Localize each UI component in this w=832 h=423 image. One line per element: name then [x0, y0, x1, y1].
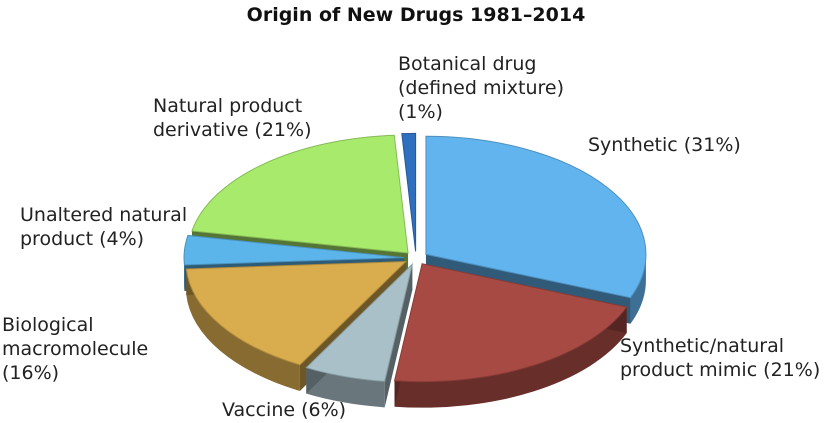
- slice-face-2-0: [384, 264, 413, 408]
- slice-2: [305, 262, 414, 382]
- slice-side-1: [394, 307, 627, 408]
- label-synthetic: Synthetic (31%): [588, 134, 741, 156]
- slice-side-3: [186, 268, 300, 391]
- label-vaccine: Vaccine (6%): [222, 399, 347, 421]
- label-botanical-drug: Botanical drug (defined mixture) (1%): [398, 53, 564, 123]
- chart-title: Origin of New Drugs 1981–2014: [246, 4, 586, 26]
- slice-side-0: [630, 254, 646, 324]
- slice-0: [425, 135, 647, 299]
- label-natural-product-derivative: Natural product derivative (21%): [153, 95, 312, 141]
- label-biological-macromolecule: Biological macromolecule (16%): [2, 314, 149, 384]
- slice-4: [183, 234, 405, 266]
- slice-1: [393, 263, 628, 383]
- slice-6: [401, 132, 417, 252]
- slice-5: [191, 134, 409, 254]
- label-synthetic-natural-product-mimic: Synthetic/natural product mimic (21%): [620, 335, 821, 381]
- slice-side-2: [306, 367, 385, 408]
- label-unaltered-natural-product: Unaltered natural product (4%): [20, 204, 188, 250]
- slice-3: [185, 260, 408, 366]
